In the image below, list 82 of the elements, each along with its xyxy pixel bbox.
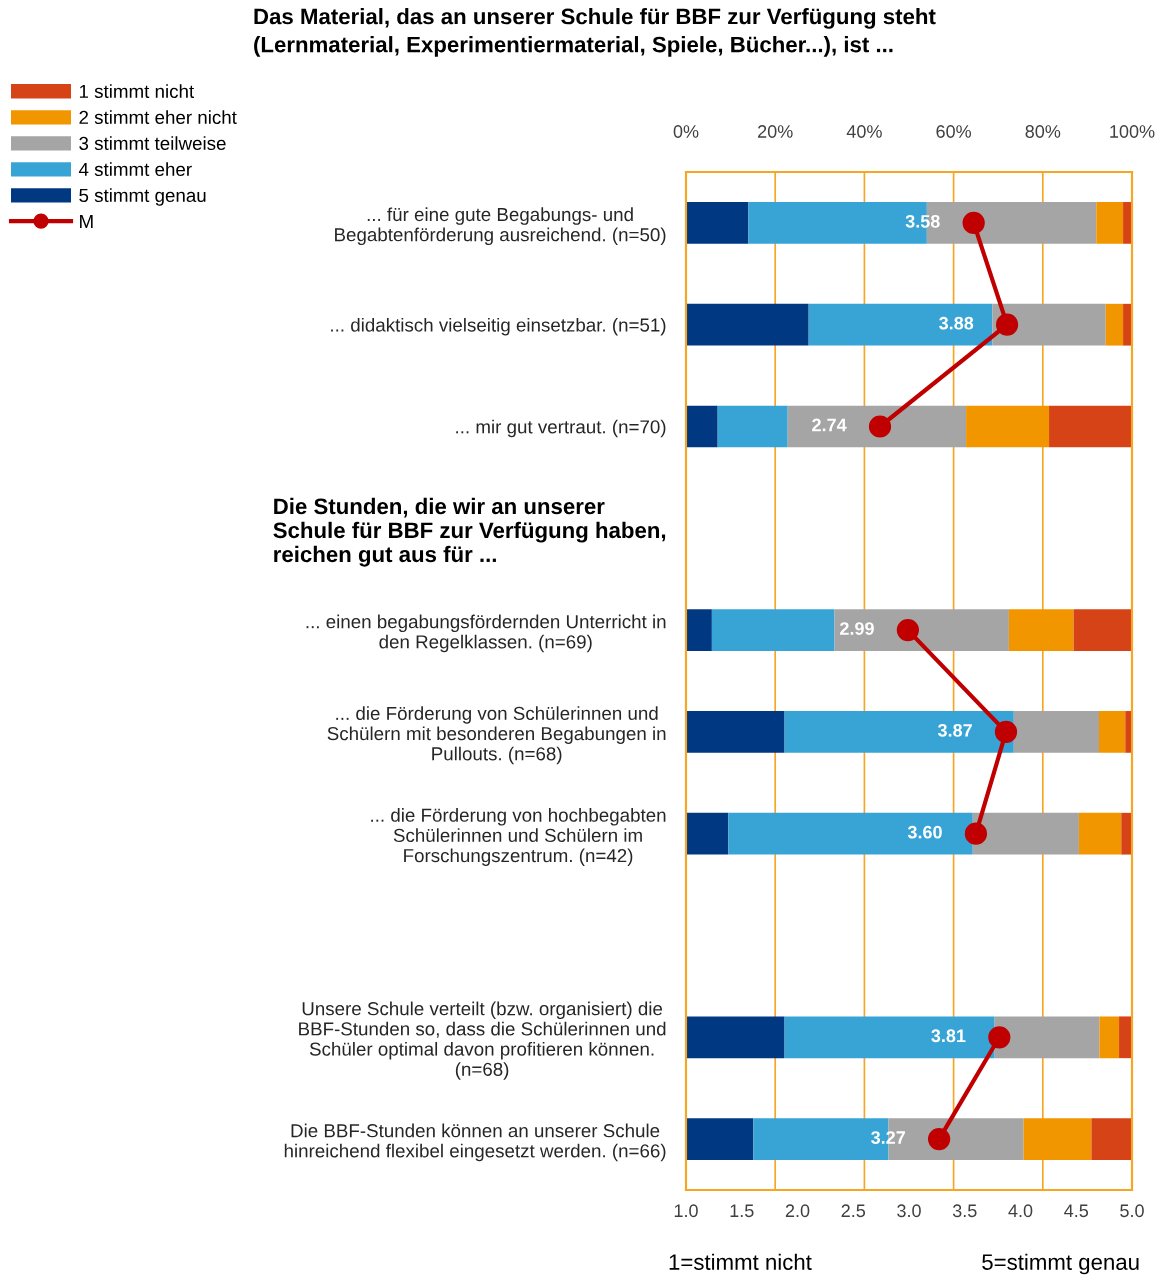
x2-tick-label: 1.5 xyxy=(730,1204,754,1218)
x2-tick-label: 3.0 xyxy=(897,1204,921,1218)
bar xyxy=(686,202,749,244)
bar xyxy=(784,1016,995,1059)
text: 1=stimmt nicht xyxy=(669,1253,812,1270)
y-tick-label: Die Stunden, die wir an unserer Schule für BBF zur Verfügung haben, reichen gut aus für ... xyxy=(273,497,666,567)
x2-tick-label: 5.0 xyxy=(1120,1204,1144,1218)
bar xyxy=(1013,711,1099,753)
point xyxy=(927,1127,951,1151)
bar xyxy=(1099,711,1126,753)
legend-label: 3 stimmt teilweise xyxy=(79,136,226,151)
x2-tick-label: 4.5 xyxy=(1064,1204,1089,1218)
bar xyxy=(994,1016,1100,1059)
bar xyxy=(1073,609,1132,651)
data-label: 3.58 xyxy=(905,214,940,228)
point xyxy=(962,211,985,235)
y-tick-label: ... mir gut vertraut. (n=70) xyxy=(456,419,666,438)
bar xyxy=(966,405,1050,448)
x2-tick-label: 2.0 xyxy=(785,1204,810,1218)
x-tick-label: 0% xyxy=(673,125,699,138)
bar xyxy=(1008,609,1074,651)
point xyxy=(868,415,892,438)
bar xyxy=(1121,812,1132,855)
legend-label: 1 stimmt nicht xyxy=(79,84,195,98)
data-label: 3.27 xyxy=(871,1131,905,1144)
y-tick-label: ... didaktisch vielseitig einsetzbar. (n=51) xyxy=(331,317,666,336)
y-tick-label: ... die Förderung von hochbegabten Schülerinnen und Schülern im Forschungszentrum. (n=42) xyxy=(371,808,666,866)
point xyxy=(994,720,1018,744)
y-tick-label: ... einen begabungsfördernden Unterricht in den Regelklassen. (n=69) xyxy=(306,614,666,653)
bar xyxy=(1119,1016,1132,1059)
legend-label: M xyxy=(80,214,93,228)
point xyxy=(996,313,1019,336)
y-tick-label: ... für eine gute Begabungs- und Begabtenförderung ausreichend. (n=50) xyxy=(335,207,666,246)
data-label: 3.60 xyxy=(907,825,942,839)
x-tick-label: 80% xyxy=(1025,125,1061,138)
bar xyxy=(972,812,1079,855)
legend-label: 2 stimmt eher nicht xyxy=(79,110,237,125)
bar xyxy=(686,1118,754,1160)
data-label: 2.74 xyxy=(812,418,847,432)
x2-tick-label: 3.5 xyxy=(952,1204,977,1218)
data-label: 2.99 xyxy=(840,622,874,635)
bar xyxy=(1023,1118,1092,1160)
data-label: 3.87 xyxy=(937,723,972,737)
x-tick-label: 100% xyxy=(1110,125,1155,138)
bar xyxy=(1096,202,1124,244)
bar xyxy=(784,711,1014,753)
point xyxy=(988,1026,1011,1049)
bar xyxy=(1091,1118,1132,1160)
x2-tick-label: 1.0 xyxy=(674,1204,698,1218)
bar xyxy=(686,405,718,448)
bar xyxy=(992,303,1106,346)
bar xyxy=(808,303,993,346)
legend-label: 4 stimmt eher xyxy=(78,162,192,177)
bar xyxy=(686,609,712,651)
bar xyxy=(686,1016,785,1059)
bar xyxy=(1049,405,1132,448)
chart-title: Das Material, das an unserer Schule für BBF zur Verfügung steht (Lernmaterial, Experimentiermaterial, Spiele, Bücher...), ist ... xyxy=(254,8,936,57)
x2-tick-label: 4.0 xyxy=(1008,1204,1033,1218)
x-tick-label: 40% xyxy=(846,125,882,138)
legend-label: 5 stimmt genau xyxy=(79,188,206,206)
x-tick-label: 60% xyxy=(936,125,972,138)
bar xyxy=(1099,1016,1120,1059)
text: 5=stimmt genau xyxy=(982,1253,1139,1275)
x2-tick-label: 2.5 xyxy=(841,1204,866,1218)
bar xyxy=(686,303,809,346)
bar xyxy=(787,405,967,448)
data-label: 3.81 xyxy=(931,1029,966,1043)
y-tick-label: Die BBF-Stunden können an unserer Schule hinreichend flexibel eingesetzt werden. (n=66) xyxy=(284,1123,666,1162)
bar xyxy=(728,812,973,855)
bar xyxy=(717,405,788,448)
y-tick-label: ... die Förderung von Schülerinnen und Schülern mit besonderen Begabungen in Pullouts. (n=68) xyxy=(327,706,666,765)
bar xyxy=(686,711,785,753)
bar xyxy=(1105,303,1124,346)
bar xyxy=(1078,812,1122,855)
x-tick-label: 20% xyxy=(758,125,793,138)
point xyxy=(896,618,919,642)
y-tick-label: Unsere Schule verteilt (bzw. organisiert) die BBF-Stunden so, dass die Schülerinnen und Schüler optimal davon profitieren können. (n=68) xyxy=(299,1001,666,1080)
bar xyxy=(686,812,729,855)
point xyxy=(964,822,988,845)
bar xyxy=(834,609,1009,651)
bar xyxy=(711,609,835,651)
data-label: 3.88 xyxy=(939,316,974,330)
